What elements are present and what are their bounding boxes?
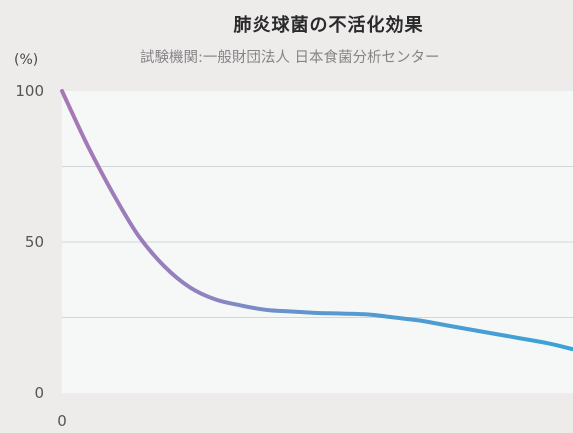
x-tick-label: 0 [57, 412, 67, 430]
y-tick-label: 100 [15, 82, 44, 100]
axis-ticks: 100 50 00 [15, 82, 66, 430]
y-axis-unit: (%) [14, 52, 39, 68]
y-tick-label: 50 [25, 233, 44, 251]
gridlines [62, 166, 573, 318]
chart-subtitle: 試験機関:一般財団法人 日本食菌分析センター [140, 50, 440, 66]
y-tick-label: 0 [34, 384, 44, 402]
chart-title: 肺炎球菌の不活化効果 [233, 15, 424, 36]
series-line [60, 89, 573, 352]
